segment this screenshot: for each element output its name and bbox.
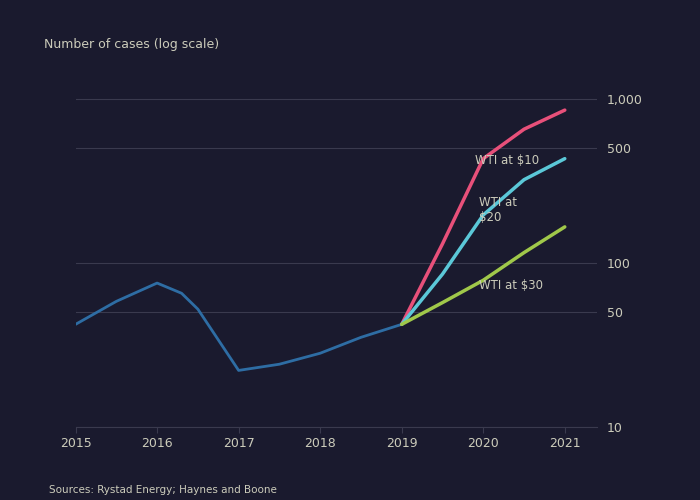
Text: Number of cases (log scale): Number of cases (log scale) (44, 38, 219, 51)
Text: WTI at
$20: WTI at $20 (480, 196, 517, 224)
Text: WTI at $30: WTI at $30 (480, 280, 543, 292)
Text: Sources: Rystad Energy; Haynes and Boone: Sources: Rystad Energy; Haynes and Boone (49, 485, 277, 495)
Text: WTI at $10: WTI at $10 (475, 154, 539, 167)
